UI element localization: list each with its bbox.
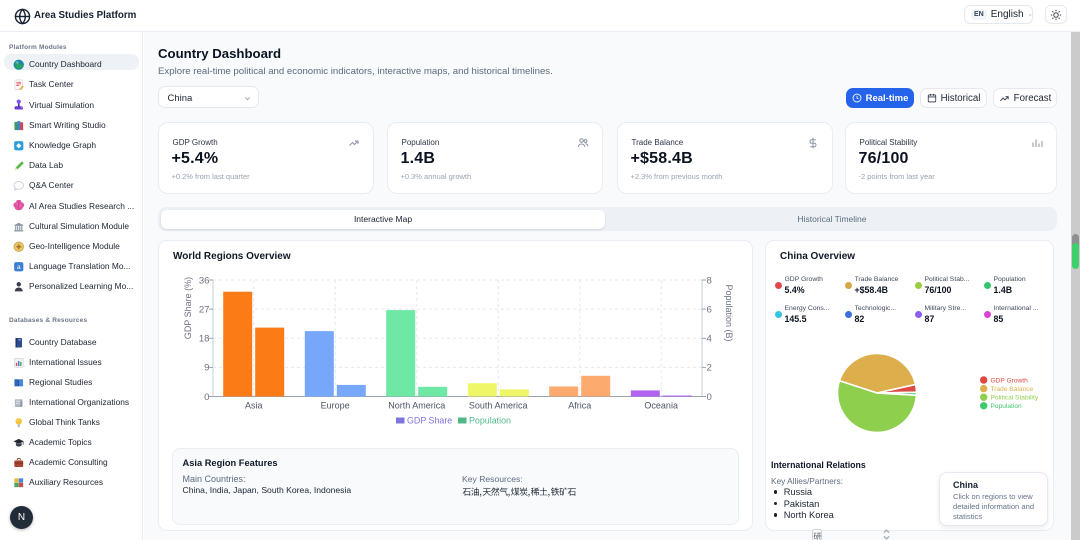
- svg-text:2: 2: [707, 363, 712, 374]
- svg-text:0: 0: [204, 392, 209, 403]
- svg-text:6: 6: [707, 304, 712, 315]
- svg-text:4: 4: [707, 334, 713, 345]
- svg-text:GDP Share: GDP Share: [407, 416, 452, 426]
- svg-text:North America: North America: [388, 401, 445, 411]
- svg-text:36: 36: [199, 275, 210, 286]
- svg-text:Africa: Africa: [568, 401, 591, 411]
- svg-text:27: 27: [199, 304, 210, 315]
- svg-text:Population: Population: [469, 416, 511, 426]
- svg-text:Asia: Asia: [245, 401, 263, 411]
- svg-text:Population (B): Population (B): [724, 284, 734, 341]
- svg-text:a: a: [17, 264, 21, 271]
- svg-text:Trade Balance: Trade Balance: [991, 386, 1034, 393]
- svg-text:GDP Growth: GDP Growth: [991, 377, 1029, 384]
- svg-text:South America: South America: [469, 401, 528, 411]
- svg-text:0: 0: [707, 392, 712, 403]
- svg-text:Oceania: Oceania: [644, 401, 678, 411]
- svg-text:Europe: Europe: [321, 401, 350, 411]
- svg-text:18: 18: [199, 334, 210, 345]
- svg-text:GDP Share (%): GDP Share (%): [183, 277, 193, 339]
- svg-text:9: 9: [204, 363, 209, 374]
- svg-text:8: 8: [707, 275, 712, 286]
- svg-text:Political Stability: Political Stability: [991, 395, 1039, 402]
- svg-text:Population: Population: [991, 403, 1022, 410]
